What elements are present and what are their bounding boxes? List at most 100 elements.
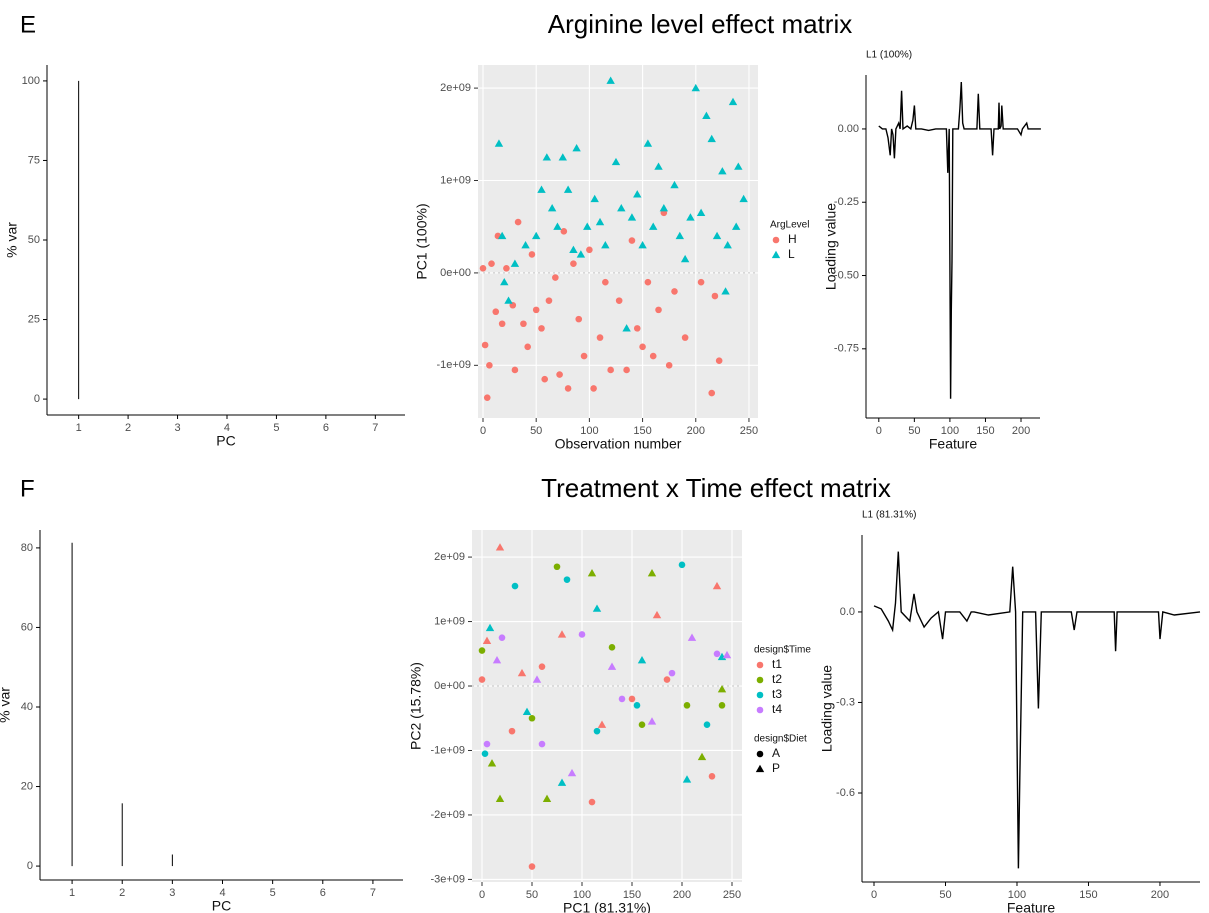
point [682, 775, 692, 783]
point [691, 83, 700, 92]
point [488, 260, 495, 267]
point [696, 208, 706, 217]
y-axis-title: Loading value [819, 665, 835, 752]
point [517, 668, 527, 677]
point [532, 306, 540, 314]
x-axis-title: Feature [929, 436, 977, 452]
point [552, 274, 559, 281]
legend-symbol [756, 706, 764, 714]
y-tick-label: 60 [21, 621, 33, 633]
point [659, 204, 669, 212]
point [712, 231, 722, 240]
point [643, 139, 653, 147]
plot-panel [472, 530, 742, 882]
point [511, 366, 519, 374]
point [492, 308, 500, 316]
point [553, 563, 561, 571]
point [492, 656, 502, 664]
point [649, 352, 657, 360]
x-tick-label: 3 [169, 887, 175, 899]
point [538, 325, 545, 332]
legend-label: L [788, 247, 795, 261]
point [721, 287, 730, 295]
x-tick-label: 1 [76, 422, 82, 434]
point [655, 306, 662, 314]
y-tick-label: -1e+09 [436, 359, 471, 371]
x-tick-label: 2 [125, 422, 131, 434]
point [639, 343, 646, 351]
point [547, 204, 557, 212]
y-tick-label: 25 [28, 313, 40, 325]
y-tick-label: 20 [21, 780, 33, 792]
point [718, 702, 726, 709]
point [717, 685, 727, 693]
point [618, 695, 626, 703]
y-tick-label: -0.25 [834, 196, 859, 208]
point [532, 675, 542, 683]
legend-title: design$Diet [754, 734, 807, 745]
panel-title: Arginine level effect matrix [548, 9, 852, 39]
point [495, 543, 505, 551]
point [478, 647, 486, 654]
point [578, 631, 586, 638]
point [731, 222, 741, 230]
x-tick-label: 100 [1008, 889, 1026, 901]
subtitle: L1 (100%) [866, 50, 912, 61]
y-tick-label: 50 [28, 234, 40, 246]
y-tick-label: -0.75 [834, 343, 859, 355]
point [675, 231, 685, 240]
x-tick-label: 5 [270, 887, 276, 899]
loading-line [878, 81, 1041, 399]
point [483, 394, 491, 401]
point [542, 794, 552, 802]
point [683, 702, 691, 709]
y-tick-label: 0e+00 [434, 680, 465, 692]
x-axis-title: PC [216, 433, 235, 449]
panel-label: E [20, 11, 36, 38]
panel-label: F [20, 475, 35, 502]
point [708, 772, 716, 780]
point [508, 727, 516, 735]
point [528, 251, 536, 258]
point [557, 778, 567, 786]
point [633, 325, 641, 332]
y-tick-label: 75 [28, 154, 40, 166]
point [702, 111, 711, 119]
x-tick-label: 50 [939, 889, 951, 901]
point [481, 341, 489, 349]
point [707, 134, 716, 143]
point [478, 676, 486, 683]
x-tick-label: 150 [1079, 889, 1097, 901]
y-tick-label: 1e+09 [434, 615, 465, 627]
x-tick-label: 150 [633, 425, 651, 437]
point [520, 320, 527, 328]
point [537, 185, 546, 193]
y-tick-label: 0.0 [840, 606, 855, 618]
legend-label: t4 [772, 702, 782, 716]
point [498, 320, 506, 328]
x-tick-label: 250 [740, 425, 758, 437]
point [628, 695, 636, 703]
point [522, 707, 532, 715]
point [697, 278, 705, 286]
point [528, 863, 536, 870]
point [665, 362, 673, 369]
point [597, 720, 607, 728]
x-tick-label: 4 [224, 422, 230, 434]
point [739, 194, 748, 203]
y-axis-title: PC2 (15.78%) [408, 662, 424, 750]
point [479, 264, 487, 272]
point [588, 798, 596, 806]
x-tick-label: 0 [480, 425, 486, 437]
legend-title: ArgLevel [770, 220, 809, 231]
point [717, 652, 727, 661]
point [567, 768, 577, 777]
point [623, 366, 630, 374]
x-tick-label: 7 [370, 887, 376, 899]
point [711, 292, 719, 300]
legend-symbol [756, 676, 764, 684]
x-tick-label: 200 [673, 889, 691, 901]
point [670, 180, 679, 189]
loading-line [873, 551, 1201, 869]
